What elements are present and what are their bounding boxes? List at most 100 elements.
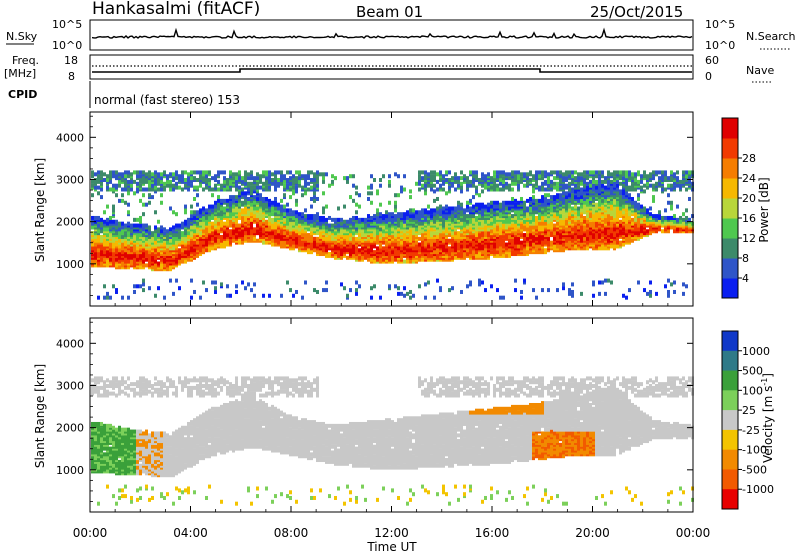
power-cell — [166, 174, 169, 179]
power-cell — [571, 170, 574, 175]
power-cell — [103, 219, 106, 224]
power-cell — [505, 225, 508, 230]
power-cell — [379, 212, 382, 217]
power-cell — [541, 198, 544, 203]
power-cell — [157, 286, 160, 291]
power-cell — [511, 181, 514, 186]
power-cell — [178, 259, 181, 264]
power-cell — [256, 223, 259, 228]
power-cell — [274, 200, 277, 205]
power-cell — [268, 293, 271, 298]
power-cell — [184, 204, 187, 209]
power-cell — [487, 231, 490, 236]
power-cell — [427, 210, 430, 215]
power-cell — [202, 170, 205, 175]
power-cell — [262, 229, 265, 234]
power-cell — [199, 231, 202, 236]
power-cell — [433, 295, 436, 300]
power-cell — [286, 208, 289, 213]
power-cell — [316, 215, 319, 220]
power-cell — [163, 231, 166, 236]
power-cell — [436, 248, 439, 253]
power-cell — [199, 170, 202, 175]
power-cell — [127, 233, 130, 238]
power-cell — [229, 170, 232, 175]
power-cell — [244, 206, 247, 211]
power-cell — [430, 253, 433, 258]
power-cell — [496, 200, 499, 205]
power-cell — [481, 250, 484, 255]
power-cell — [589, 189, 592, 194]
power-cell — [490, 284, 493, 289]
power-cell — [562, 282, 565, 287]
power-cell — [139, 261, 142, 266]
power-cell — [139, 198, 142, 203]
power-cell — [148, 174, 151, 179]
power-cell — [325, 288, 328, 293]
power-cell — [133, 217, 136, 222]
power-cell — [556, 170, 559, 175]
power-cell — [313, 236, 316, 241]
power-cell — [430, 178, 433, 183]
power-cell — [433, 198, 436, 203]
power-cell — [268, 170, 271, 175]
power-cell — [421, 234, 424, 239]
power-cell — [463, 208, 466, 213]
power-cell — [532, 238, 535, 243]
power-cell — [529, 208, 532, 213]
power-cell — [502, 223, 505, 228]
power-cell — [475, 221, 478, 226]
power-cell — [547, 193, 550, 198]
freq-label-line1: Freq. — [12, 54, 39, 67]
power-cell — [433, 189, 436, 194]
power-cell — [115, 288, 118, 293]
power-cell — [466, 229, 469, 234]
power-cell — [454, 206, 457, 211]
power-cell — [250, 238, 253, 243]
power-cell — [154, 240, 157, 245]
power-cell — [358, 229, 361, 234]
power-cell — [256, 172, 259, 177]
power-cell — [178, 231, 181, 236]
power-cell — [421, 183, 424, 188]
power-cell — [490, 208, 493, 213]
power-cell — [118, 227, 121, 232]
power-cell — [328, 183, 331, 188]
nsearch-tick-top: 10^5 — [705, 18, 735, 31]
power-cell — [334, 176, 337, 181]
power-cell — [511, 250, 514, 255]
power-cell — [469, 231, 472, 236]
power-cell — [457, 231, 460, 236]
power-cell — [160, 238, 163, 243]
power-cell — [160, 187, 163, 192]
power-cell — [172, 172, 175, 177]
power-cell — [220, 282, 223, 287]
power-cell — [475, 189, 478, 194]
power-cell — [217, 179, 220, 184]
power-cell — [409, 195, 412, 200]
power-cell — [103, 257, 106, 262]
power-cell — [247, 176, 250, 181]
power-cell — [544, 174, 547, 179]
power-cell — [499, 208, 502, 213]
power-cell — [484, 204, 487, 209]
power-cell — [292, 185, 295, 190]
power-cell — [331, 236, 334, 241]
power-cell — [394, 248, 397, 253]
power-cell — [337, 217, 340, 222]
power-cell — [520, 240, 523, 245]
power-cell — [274, 170, 277, 175]
power-cell — [121, 229, 124, 234]
power-cell — [469, 280, 472, 285]
power-cell — [571, 187, 574, 192]
power-cell — [511, 196, 514, 201]
power-cell — [601, 223, 604, 228]
power-cell — [322, 210, 325, 215]
power-cell — [100, 187, 103, 192]
power-cell — [244, 181, 247, 186]
power-cell — [262, 174, 265, 179]
power-cell — [370, 295, 373, 300]
power-cell — [160, 225, 163, 230]
power-cell — [229, 187, 232, 192]
power-cell — [133, 259, 136, 264]
